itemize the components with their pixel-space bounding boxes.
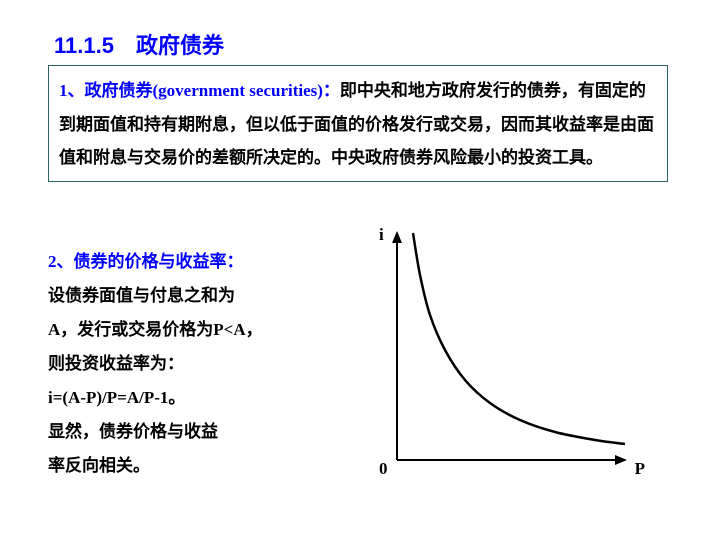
definition-box: 1、政府债券(government securities)：即中央和地方政府发行… [48,65,668,182]
price-yield-section: 2、债券的价格与收益率： 设债券面值与付息之和为 A，发行或交易价格为P<A， … [48,245,308,483]
section2-line: 设债券面值与付息之和为 [48,279,308,313]
section2-lead: 2、债券的价格与收益率： [48,252,244,271]
x-axis-label: P [635,459,645,479]
section2-line: 则投资收益率为： [48,347,308,381]
section-title: 11.1.5 政府债券 [54,28,224,60]
origin-label: 0 [379,459,388,479]
definition-lead: 1、政府债券(government securities)： [59,81,340,100]
section2-line: 率反向相关。 [48,449,308,483]
chart-svg [345,225,645,485]
section2-line: 显然，债券价格与收益 [48,415,308,449]
section2-line: i=(A-P)/P=A/P-1。 [48,381,308,415]
y-axis-label: i [379,225,384,245]
section2-line: A，发行或交易价格为P<A， [48,313,308,347]
yield-price-chart: i P 0 [345,225,645,485]
